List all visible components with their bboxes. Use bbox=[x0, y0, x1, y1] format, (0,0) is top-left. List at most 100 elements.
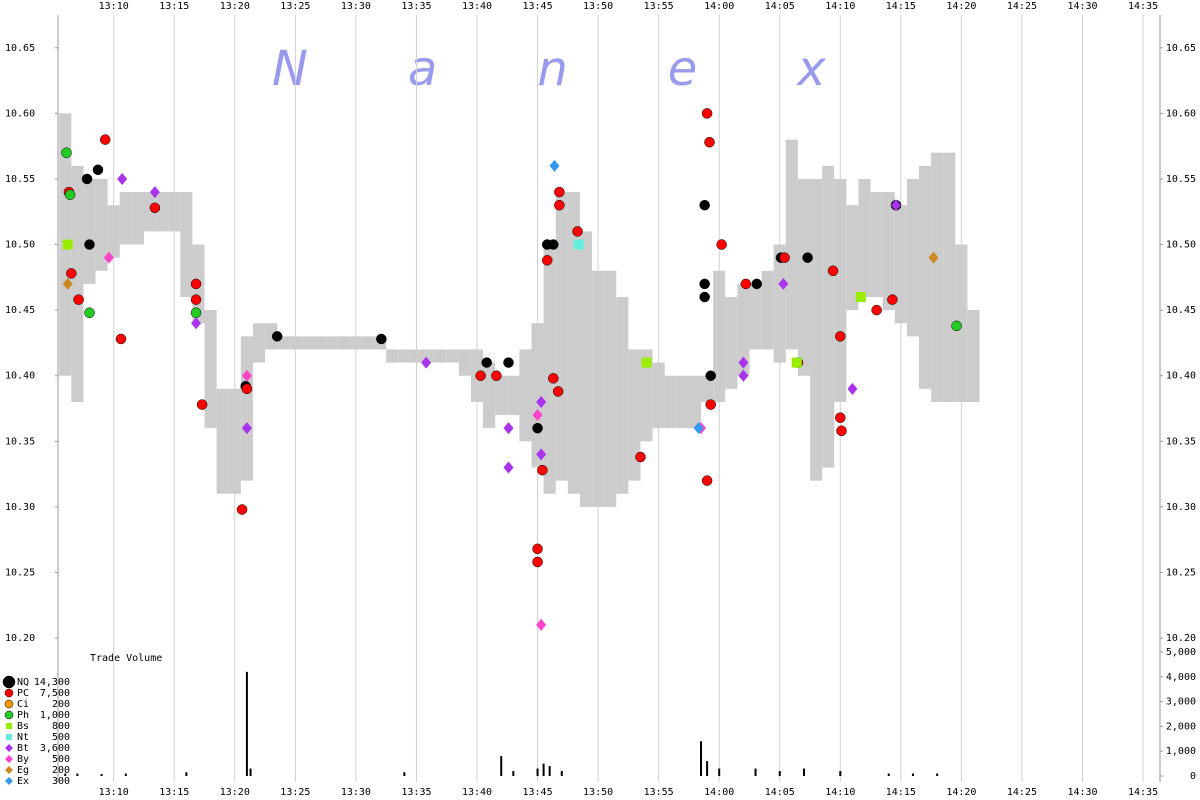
y-tick-label: 10.25 bbox=[1166, 567, 1196, 578]
x-tick-label: 13:10 bbox=[99, 1, 129, 12]
y-tick-label: 10.55 bbox=[5, 174, 35, 185]
quote-marker bbox=[190, 307, 202, 319]
band-segment bbox=[434, 349, 447, 363]
band-segment bbox=[83, 178, 96, 284]
volume-tick-label: 2,000 bbox=[1166, 721, 1196, 732]
volume-label: Trade Volume bbox=[90, 653, 162, 664]
x-tick-label: 13:55 bbox=[644, 1, 674, 12]
band-segment bbox=[676, 375, 689, 429]
legend-label: Bs bbox=[17, 721, 29, 732]
quote-marker bbox=[532, 422, 543, 434]
quote-marker bbox=[66, 268, 77, 279]
quote-marker bbox=[891, 199, 902, 212]
quote-marker bbox=[701, 475, 713, 486]
y-tick-label: 10.30 bbox=[1166, 502, 1196, 513]
band-segment bbox=[143, 192, 157, 232]
band-segment bbox=[265, 323, 278, 350]
band-segment bbox=[713, 270, 726, 402]
band-segment bbox=[906, 178, 920, 337]
legend-marker bbox=[5, 766, 13, 774]
quote-marker bbox=[241, 383, 253, 395]
quote-marker bbox=[548, 373, 559, 384]
band-segment bbox=[410, 349, 423, 363]
x-tick-label: 14:35 bbox=[1128, 1, 1158, 12]
quote-marker bbox=[491, 370, 502, 381]
quote-marker bbox=[928, 251, 939, 264]
quote-marker bbox=[503, 461, 514, 474]
y-tick-label: 10.65 bbox=[1166, 43, 1196, 54]
quote-marker bbox=[751, 278, 762, 290]
legend-volume: 3,600 bbox=[40, 743, 70, 754]
quote-marker bbox=[779, 252, 790, 263]
band-segment bbox=[616, 297, 629, 494]
series bbox=[62, 239, 866, 368]
quote-marker bbox=[573, 239, 584, 250]
band-segment bbox=[252, 323, 266, 363]
legend-entry: Nt 500 bbox=[6, 732, 70, 743]
quote-marker bbox=[705, 399, 716, 410]
band-segment bbox=[446, 349, 459, 363]
quote-marker bbox=[117, 172, 128, 185]
quote-marker bbox=[532, 409, 543, 422]
band-segment bbox=[228, 388, 241, 494]
x-tick-label: 14:35 bbox=[1128, 787, 1158, 798]
series bbox=[62, 251, 939, 290]
legend-marker bbox=[5, 777, 13, 785]
volume-tick-label: 1,000 bbox=[1166, 746, 1196, 757]
legend-marker bbox=[4, 699, 14, 709]
band-segment bbox=[337, 336, 350, 350]
quote-marker bbox=[73, 294, 84, 305]
quote-marker bbox=[99, 134, 111, 145]
quote-marker bbox=[835, 331, 846, 342]
band-segment bbox=[495, 375, 508, 416]
quote-marker bbox=[103, 251, 114, 264]
x-tick-label: 13:15 bbox=[159, 787, 189, 798]
y-tick-label: 10.40 bbox=[5, 371, 35, 382]
y-tick-label: 10.50 bbox=[5, 240, 35, 251]
y-tick-label: 10.20 bbox=[1166, 633, 1196, 644]
x-tick-label: 13:15 bbox=[159, 1, 189, 12]
band-segment bbox=[483, 362, 496, 429]
volume-tick-label: 4,000 bbox=[1166, 672, 1196, 683]
band-segment bbox=[785, 139, 798, 350]
x-tick-label: 13:40 bbox=[462, 787, 492, 798]
x-tick-label: 13:55 bbox=[644, 787, 674, 798]
band-segment bbox=[131, 192, 144, 245]
legend-marker bbox=[4, 688, 14, 698]
x-tick-label: 14:15 bbox=[886, 787, 916, 798]
legend-marker bbox=[6, 723, 12, 729]
series bbox=[63, 108, 898, 568]
x-tick-label: 14:05 bbox=[765, 787, 795, 798]
legend-entry: Ph 1,000 bbox=[4, 710, 70, 721]
quote-marker bbox=[705, 370, 716, 381]
band-segment bbox=[822, 165, 835, 468]
legend-marker bbox=[5, 755, 13, 763]
legend-label: Nt bbox=[17, 732, 29, 743]
quote-marker bbox=[196, 399, 208, 410]
x-tick-label: 14:20 bbox=[946, 787, 976, 798]
legend-label: Ci bbox=[17, 699, 29, 710]
series bbox=[61, 147, 962, 332]
band-segment bbox=[846, 205, 859, 311]
quote-band bbox=[59, 113, 980, 507]
band-segment bbox=[749, 283, 762, 350]
quote-marker bbox=[149, 202, 161, 214]
x-tick-label: 14:25 bbox=[1007, 1, 1037, 12]
legend-entry: Bs 800 bbox=[6, 721, 70, 732]
x-tick-label: 14:30 bbox=[1067, 1, 1097, 12]
legend-entry: Ex 300 bbox=[5, 776, 70, 787]
y-tick-label: 10.25 bbox=[5, 567, 35, 578]
quote-marker bbox=[61, 147, 72, 158]
band-segment bbox=[894, 205, 907, 324]
legend-label: Eg bbox=[17, 765, 29, 776]
band-segment bbox=[325, 336, 338, 350]
legend-volume: 800 bbox=[52, 721, 70, 732]
quote-marker bbox=[241, 422, 252, 435]
legend-entry: NQ 14,300 bbox=[2, 675, 70, 689]
x-tick-label: 13:25 bbox=[280, 1, 310, 12]
band-segment bbox=[664, 375, 677, 429]
band-segment bbox=[543, 244, 556, 494]
quote-marker bbox=[541, 255, 553, 266]
band-segment bbox=[773, 244, 786, 363]
legend-label: Ex bbox=[17, 776, 29, 787]
